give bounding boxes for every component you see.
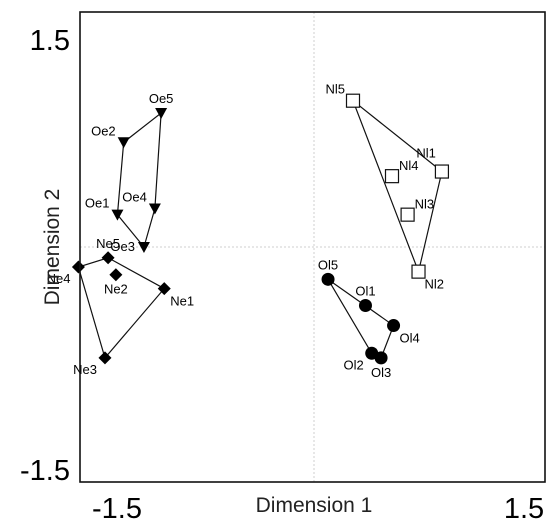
point-label-Oe3: Oe3 — [110, 239, 135, 254]
point-Oe2 — [117, 137, 130, 149]
point-Ne3 — [98, 351, 112, 365]
point-Ne5 — [101, 251, 115, 265]
point-Ol5 — [321, 272, 335, 286]
point-label-Oe2: Oe2 — [91, 123, 116, 138]
point-Oe1 — [111, 209, 124, 221]
group-hull — [351, 98, 443, 274]
point-label-Ol5: Ol5 — [318, 257, 338, 272]
point-Ol4 — [387, 319, 401, 333]
point-Ol1 — [358, 299, 372, 313]
point-Nl3 — [400, 207, 415, 222]
point-label-Ne2: Ne2 — [104, 282, 128, 297]
point-Oe5 — [155, 108, 168, 120]
point-label-Ne4: Ne4 — [47, 271, 71, 286]
point-Nl4 — [384, 169, 400, 184]
point-label-Nl3: Nl3 — [415, 197, 435, 212]
point-Ne1 — [157, 282, 171, 296]
point-label-Ne3: Ne3 — [73, 362, 97, 377]
point-label-Oe1: Oe1 — [85, 196, 110, 211]
axis-ticks: -1.5 1.5 1.5 -1.5 — [20, 25, 544, 521]
point-Nl5 — [345, 93, 361, 108]
point-Ol3 — [374, 351, 388, 365]
y-tick-label: -1.5 — [20, 455, 70, 487]
data-points — [71, 93, 450, 365]
point-label-Oe4: Oe4 — [122, 190, 147, 205]
x-tick-label: -1.5 — [92, 493, 142, 521]
point-label-Nl4: Nl4 — [399, 158, 419, 173]
point-Oe4 — [148, 203, 161, 215]
y-tick-label: 1.5 — [30, 25, 70, 57]
point-label-Oe5: Oe5 — [149, 91, 174, 106]
point-label-Ol3: Ol3 — [371, 365, 391, 380]
point-Nl2 — [411, 264, 426, 279]
point-label-Ne5: Ne5 — [96, 236, 120, 251]
x-axis-title: Dimension 1 — [256, 494, 373, 517]
point-label-Nl2: Nl2 — [425, 277, 445, 292]
point-label-Ol2: Ol2 — [343, 357, 363, 372]
y-axis-title: Dimension 2 — [41, 189, 64, 306]
point-label-Ol4: Ol4 — [400, 331, 420, 346]
point-Nl1 — [434, 164, 450, 179]
point-Ne2 — [109, 268, 123, 282]
point-Oe3 — [137, 242, 150, 253]
point-label-Nl5: Nl5 — [325, 82, 345, 97]
x-tick-label: 1.5 — [504, 493, 544, 521]
plot-frame — [79, 11, 546, 483]
point-label-Ne1: Ne1 — [170, 294, 194, 309]
point-label-Ol1: Ol1 — [355, 284, 375, 299]
point-label-Nl1: Nl1 — [416, 146, 436, 161]
group-hull — [116, 111, 162, 249]
reference-lines — [80, 12, 545, 482]
point-Ne4 — [71, 260, 85, 274]
